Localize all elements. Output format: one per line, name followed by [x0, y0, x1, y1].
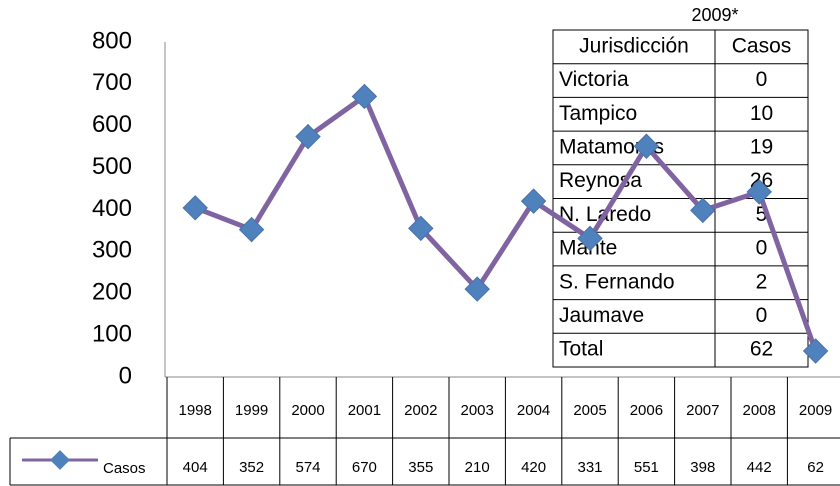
point-marker [238, 216, 265, 243]
x-tick-label: 2005 [573, 402, 606, 419]
table-header: Jurisdicción [579, 34, 689, 57]
data-table-value: 355 [408, 459, 433, 476]
x-tick-label: 1999 [235, 402, 268, 419]
table-cell: 0 [756, 304, 768, 327]
table-title: 2009* [691, 5, 738, 25]
x-tick-label: 2003 [461, 402, 494, 419]
data-table-value: 62 [807, 459, 824, 476]
x-tick-label: 2002 [404, 402, 437, 419]
y-tick-label: 200 [92, 279, 132, 306]
table-cell: 10 [750, 102, 773, 125]
data-table-value: 670 [352, 459, 377, 476]
table-cell: 19 [750, 135, 773, 158]
point-marker [351, 83, 378, 110]
point-marker [577, 225, 603, 252]
y-tick-label: 400 [92, 195, 132, 222]
table-cell: Jaumave [559, 304, 644, 327]
data-table-value: 574 [295, 459, 320, 476]
point-marker [295, 123, 321, 150]
data-table-value: 210 [465, 459, 490, 476]
table-cell: 2 [756, 270, 768, 293]
table-cell: Total [559, 338, 603, 361]
data-table-value: 398 [690, 459, 715, 476]
table-cell: S. Fernando [559, 270, 675, 293]
point-marker [182, 195, 208, 221]
data-table-value: 404 [183, 459, 208, 476]
x-tick-label: 2007 [686, 402, 719, 419]
y-tick-label: 300 [92, 237, 132, 264]
y-tick-label: 700 [92, 69, 132, 96]
table-header: Casos [732, 34, 792, 57]
table-cell: Matamoros [559, 135, 664, 158]
table-cell: Victoria [559, 68, 629, 91]
y-tick-label: 500 [92, 153, 132, 180]
table-cell: Tampico [559, 102, 637, 125]
point-marker [464, 276, 490, 302]
data-table-value: 551 [634, 459, 659, 476]
x-tick-label: 2001 [348, 402, 381, 419]
point-marker [690, 197, 716, 224]
table-cell: 5 [756, 203, 768, 226]
x-tick-label: 2000 [291, 402, 324, 419]
table-cell: 0 [756, 237, 768, 260]
y-tick-label: 600 [92, 111, 132, 138]
data-table-value: 420 [521, 459, 546, 476]
data-table-value: 352 [239, 459, 264, 476]
y-tick-label: 0 [119, 362, 132, 389]
x-tick-label: 2006 [630, 402, 663, 419]
y-tick-label: 100 [92, 320, 132, 347]
x-tick-label: 2008 [743, 402, 776, 419]
table-cell: 0 [756, 68, 768, 91]
x-tick-label: 2004 [517, 402, 550, 419]
x-tick-label: 1998 [179, 402, 212, 419]
data-table-value: 331 [577, 459, 602, 476]
data-table-value: 442 [747, 459, 772, 476]
point-marker [746, 179, 772, 205]
x-tick-label: 2009 [799, 402, 832, 419]
point-marker [633, 133, 660, 159]
point-marker [520, 188, 547, 214]
legend-label: Casos [103, 460, 146, 477]
legend-marker [50, 450, 70, 470]
y-tick-label: 800 [92, 27, 132, 54]
point-marker [802, 338, 829, 364]
point-marker [408, 215, 434, 242]
table-cell: 62 [750, 338, 773, 361]
